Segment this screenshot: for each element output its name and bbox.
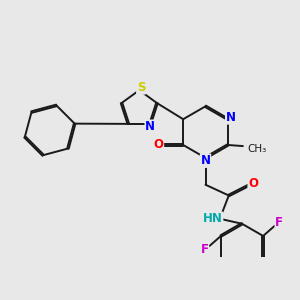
Text: O: O bbox=[248, 177, 258, 190]
Text: CH₃: CH₃ bbox=[248, 144, 267, 154]
Text: N: N bbox=[200, 154, 211, 167]
Text: O: O bbox=[154, 139, 164, 152]
Text: F: F bbox=[200, 243, 208, 256]
Text: N: N bbox=[145, 120, 155, 133]
Text: F: F bbox=[275, 216, 283, 229]
Text: HN: HN bbox=[203, 212, 223, 225]
Text: S: S bbox=[137, 81, 145, 94]
Text: N: N bbox=[226, 111, 236, 124]
